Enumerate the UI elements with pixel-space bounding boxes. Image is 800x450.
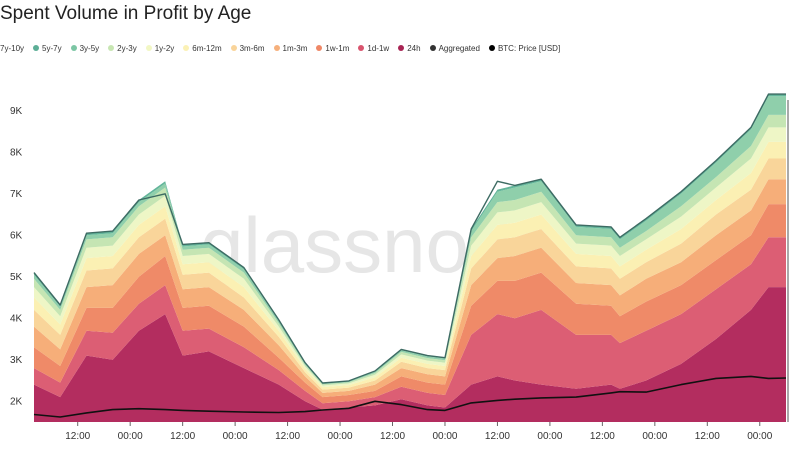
- legend-item-1[interactable]: 5y-7y: [33, 41, 62, 55]
- legend-item-3[interactable]: 2y-3y: [108, 41, 137, 55]
- legend-label: 3m-6m: [239, 43, 265, 53]
- legend-item-10[interactable]: 24h: [398, 41, 421, 55]
- legend-item-11[interactable]: Aggregated: [429, 41, 480, 55]
- legend-item-0[interactable]: 7y-10y: [0, 41, 24, 55]
- legend-swatch: [273, 45, 280, 51]
- x-tick-label: 12:00: [275, 431, 300, 442]
- x-tick-label: 12:00: [695, 431, 720, 442]
- area-series-1d-1w: [34, 237, 786, 410]
- x-tick-label: 00:00: [223, 431, 248, 442]
- legend-label: 7y-10y: [0, 43, 25, 53]
- legend-swatch: [183, 45, 190, 51]
- legend-swatch: [398, 45, 405, 51]
- legend-label: 1y-2y: [154, 43, 175, 53]
- legend-swatch: [316, 45, 323, 51]
- x-tick-label: 00:00: [118, 431, 143, 442]
- x-tick-label: 12:00: [380, 431, 405, 442]
- legend-label: 24h: [407, 43, 421, 53]
- y-tick-label: 4K: [10, 313, 23, 324]
- legend-swatch: [108, 45, 115, 51]
- line-series-layer: [33, 93, 789, 422]
- x-tick-label: 12:00: [485, 431, 510, 442]
- chart-legend: 7y-10y 5y-7y 3y-5y 2y-3y 1y-2y 6m-12m 3m-6m 1m-…: [0, 41, 560, 55]
- x-axis: 12:00 00:00 12:00 00:00 12:00 00:00 12:00 00:00…: [65, 422, 773, 442]
- y-tick-label: 7K: [10, 189, 23, 200]
- x-tick-label: 00:00: [642, 431, 667, 442]
- legend-swatch: [70, 45, 77, 51]
- legend-label: BTC: Price [USD]: [497, 43, 561, 53]
- legend-item-4[interactable]: 1y-2y: [145, 41, 175, 55]
- x-tick-label: 00:00: [747, 431, 772, 442]
- y-tick-label: 8K: [10, 147, 23, 158]
- area-series-6m-12m: [34, 141, 786, 390]
- legend-swatch: [488, 45, 495, 51]
- area-series-1y-2y: [34, 127, 786, 388]
- legend-item-9[interactable]: 1d-1w: [358, 41, 389, 55]
- area-series-1m-3m: [34, 179, 786, 398]
- x-tick-label: 12:00: [590, 431, 615, 442]
- legend-item-5[interactable]: 6m-12m: [183, 41, 222, 55]
- y-tick-label: 6K: [10, 230, 23, 241]
- aggregated-line: [33, 93, 786, 384]
- legend-item-8[interactable]: 1w-1m: [316, 41, 349, 55]
- legend-label: 1d-1w: [367, 43, 390, 53]
- area-series-2y-3y: [34, 114, 786, 386]
- legend-swatch: [358, 45, 365, 51]
- area-series-3m-6m: [34, 158, 786, 393]
- legend-label: 1m-3m: [282, 43, 308, 53]
- legend-item-2[interactable]: 3y-5y: [70, 41, 100, 55]
- x-tick-label: 12:00: [170, 431, 195, 442]
- legend-label: 1w-1m: [325, 43, 350, 53]
- legend-item-6[interactable]: 3m-6m: [230, 41, 265, 55]
- x-tick-label: 00:00: [537, 431, 562, 442]
- x-tick-label: 12:00: [65, 431, 90, 442]
- y-tick-label: 5K: [10, 272, 23, 283]
- y-axis: 2K 3K 4K 5K 6K 7K 8K 9K: [10, 106, 23, 408]
- btc-price-line: [33, 375, 787, 418]
- y-tick-label: 3K: [10, 355, 23, 366]
- x-tick-label: 00:00: [328, 431, 353, 442]
- area-series-24h: [34, 287, 786, 422]
- legend-swatch: [429, 45, 436, 51]
- legend-swatch: [33, 45, 40, 51]
- legend-swatch: [230, 45, 237, 51]
- chart-title: Spent Volume in Profit by Age: [0, 3, 252, 24]
- legend-item-12[interactable]: BTC: Price [USD]: [488, 41, 561, 55]
- legend-label: 5y-7y: [42, 43, 62, 53]
- y-tick-label: 2K: [10, 396, 23, 407]
- legend-label: 6m-12m: [192, 43, 222, 53]
- y-tick-label: 9K: [10, 106, 23, 117]
- legend-label: Aggregated: [438, 43, 480, 53]
- legend-item-7[interactable]: 1m-3m: [273, 41, 308, 55]
- legend-label: 3y-5y: [79, 43, 100, 53]
- x-tick-label: 00:00: [432, 431, 457, 442]
- area-series-layer: [34, 94, 786, 422]
- legend-label: 2y-3y: [117, 43, 137, 53]
- legend-swatch: [145, 45, 152, 51]
